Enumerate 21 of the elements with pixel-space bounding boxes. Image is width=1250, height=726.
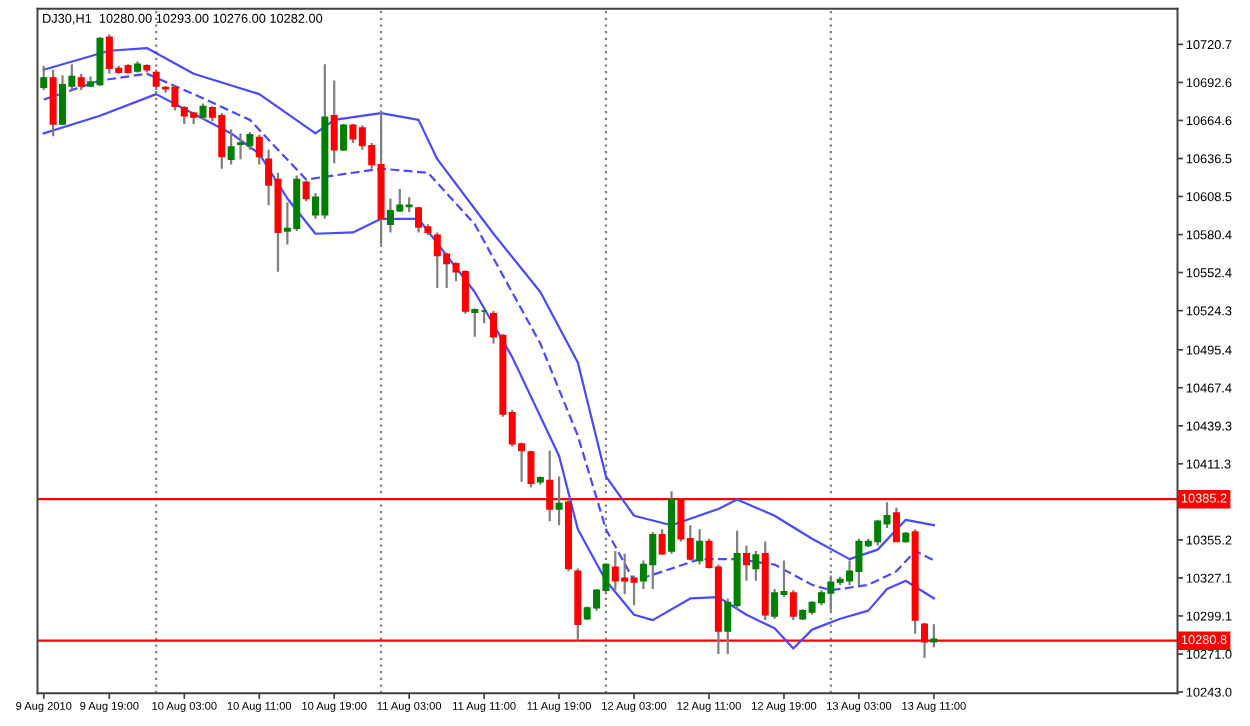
candlestick bbox=[330, 79, 338, 165]
candlestick bbox=[742, 544, 750, 582]
candlestick bbox=[415, 205, 423, 234]
candlestick bbox=[40, 64, 48, 92]
candlestick bbox=[302, 179, 310, 203]
candlestick bbox=[752, 549, 760, 582]
candlestick bbox=[555, 475, 563, 527]
candlestick bbox=[49, 68, 57, 138]
candlestick bbox=[471, 307, 479, 338]
candlestick bbox=[340, 122, 348, 153]
candlestick bbox=[227, 128, 235, 166]
candlestick bbox=[527, 449, 535, 489]
candlestick bbox=[771, 587, 779, 620]
candlestick bbox=[255, 133, 263, 166]
candlestick bbox=[237, 132, 245, 161]
candlestick bbox=[892, 506, 900, 543]
candlestick bbox=[461, 269, 469, 315]
candlestick bbox=[789, 589, 797, 622]
candlestick bbox=[658, 528, 666, 557]
candlestick bbox=[696, 528, 704, 566]
candlestick bbox=[930, 623, 938, 649]
